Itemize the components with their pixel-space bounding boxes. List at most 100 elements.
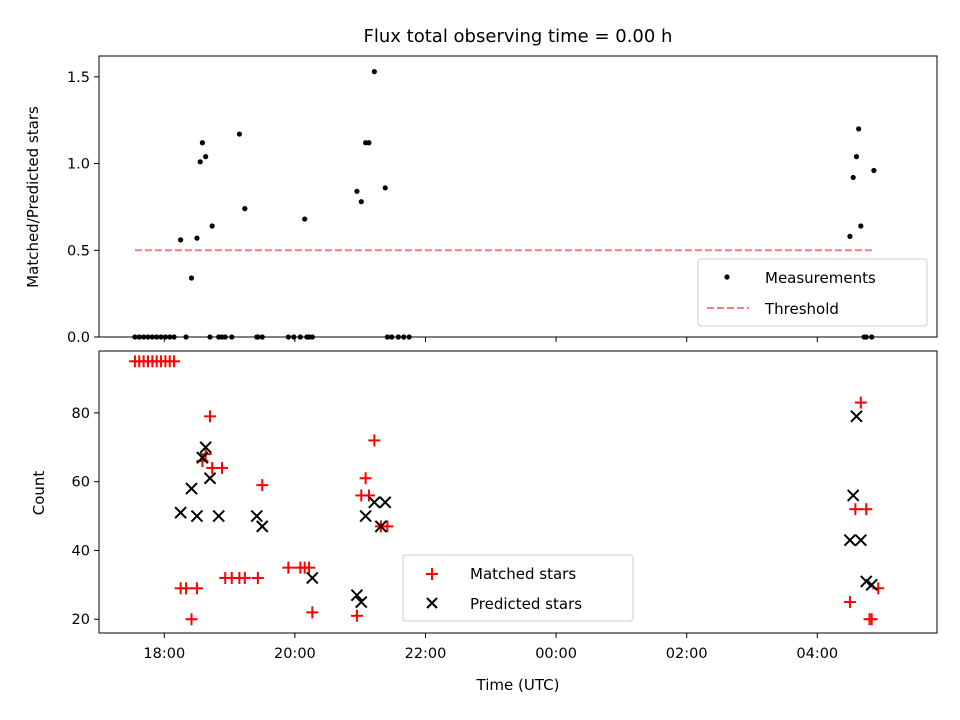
measurement-point xyxy=(162,334,168,340)
matched-star-point xyxy=(368,434,381,447)
top-y-tick-label: 1.0 xyxy=(67,157,90,173)
measurement-point xyxy=(358,199,364,205)
measurement-point xyxy=(149,334,155,340)
top-legend-box xyxy=(697,258,928,327)
bottom-y-ticks: 20 40 60 80 xyxy=(72,406,99,628)
measurement-point xyxy=(154,334,160,340)
predicted-star-point xyxy=(854,533,868,547)
measurement-point xyxy=(259,334,265,340)
matched-star-point xyxy=(282,561,295,574)
matched-star-point xyxy=(185,613,198,626)
measurement-point xyxy=(242,206,248,212)
predicted-star-point xyxy=(185,482,198,495)
matched-star-point xyxy=(350,609,363,622)
bottom-y-tick-label: 20 xyxy=(72,612,90,628)
predicted-star-point xyxy=(374,520,388,533)
predicted-star-point xyxy=(250,509,264,523)
matched-star-point xyxy=(306,606,319,619)
measurement-point xyxy=(207,334,213,340)
predicted-star-point xyxy=(190,509,204,523)
measurement-point xyxy=(183,334,189,340)
measurement-point xyxy=(302,216,308,222)
bottom-y-axis-label: Count xyxy=(30,471,48,516)
matched-star-point xyxy=(854,396,867,409)
measurement-point xyxy=(309,334,315,340)
chart-title: Flux total observing time = 0.00 h xyxy=(364,26,673,47)
predicted-star-point xyxy=(359,509,372,523)
measurement-point xyxy=(255,334,261,340)
measurement-point xyxy=(132,334,138,340)
measurement-point xyxy=(222,334,228,340)
predicted-star-point xyxy=(860,575,873,588)
top-y-tick-label: 0.0 xyxy=(67,330,90,346)
predicted-star-point xyxy=(368,496,381,509)
measurement-point xyxy=(406,334,412,340)
bottom-y-tick-label: 80 xyxy=(72,406,90,422)
measurement-point xyxy=(871,167,877,174)
measurement-point xyxy=(171,334,177,340)
matched-star-point xyxy=(256,479,269,492)
bottom-y-tick-label: 40 xyxy=(72,543,90,559)
matched-star-point xyxy=(180,582,193,595)
measurement-point xyxy=(291,334,297,340)
bottom-x-tick-label: 00:00 xyxy=(535,646,577,662)
measurement-point xyxy=(167,334,173,340)
legend-predicted-label: Predicted stars xyxy=(470,595,582,613)
bottom-x-axis-label: Time (UTC) xyxy=(476,676,560,694)
top-series-marks xyxy=(132,69,877,340)
top-y-axis-label: Matched/Predicted stars xyxy=(24,106,42,288)
measurement-point xyxy=(850,174,856,181)
predicted-star-point xyxy=(256,520,269,533)
bottom-x-tick-label: 20:00 xyxy=(274,646,316,662)
bottom-y-tick-label: 60 xyxy=(72,475,90,491)
bottom-x-tick-label: 02:00 xyxy=(666,646,708,662)
predicted-star-point xyxy=(850,410,863,423)
measurement-point xyxy=(853,154,860,160)
matched-star-point xyxy=(843,596,856,609)
matched-star-point xyxy=(362,489,375,502)
top-y-tick-label: 1.5 xyxy=(67,70,90,86)
matched-star-point xyxy=(238,571,251,584)
measurement-point xyxy=(384,334,391,340)
bottom-legend: Matched stars Predicted stars xyxy=(402,554,634,622)
measurement-point xyxy=(229,334,235,340)
predicted-star-point xyxy=(196,451,209,464)
top-legend: Measurements Threshold xyxy=(697,258,928,327)
measurement-point xyxy=(371,69,377,75)
measurement-point xyxy=(209,223,215,229)
bottom-legend-box xyxy=(402,554,634,622)
matched-star-point xyxy=(251,571,264,584)
bottom-x-tick-label: 18:00 xyxy=(143,646,185,662)
matched-star-point xyxy=(190,582,203,595)
predicted-star-point xyxy=(843,533,857,547)
measurement-point xyxy=(194,235,200,241)
measurement-point xyxy=(145,334,151,340)
measurement-point xyxy=(395,334,401,340)
predicted-star-point xyxy=(203,472,217,485)
top-y-tick-label: 0.5 xyxy=(67,243,90,259)
measurement-point xyxy=(197,159,203,165)
matched-star-point xyxy=(860,503,873,516)
measurement-point xyxy=(158,334,164,340)
bottom-plot-frame xyxy=(98,350,938,634)
matched-star-point xyxy=(381,520,394,533)
measurement-point xyxy=(188,275,195,281)
matched-star-point xyxy=(168,355,181,368)
legend-measurements-marker xyxy=(724,274,730,280)
bottom-x-tick-label: 22:00 xyxy=(405,646,447,662)
measurement-point xyxy=(136,334,142,340)
measurement-point xyxy=(354,188,360,194)
measurement-point xyxy=(389,334,395,340)
top-panel: 0.0 0.5 1.0 1.5 Matched/Predicted stars Mea… xyxy=(24,55,938,346)
bottom-series-marks xyxy=(128,355,885,626)
measurement-point xyxy=(297,334,303,340)
predicted-star-point xyxy=(199,441,212,454)
legend-threshold-label: Threshold xyxy=(764,300,839,318)
matched-star-point xyxy=(865,613,878,626)
measurement-point xyxy=(178,237,184,243)
predicted-star-point xyxy=(865,578,878,592)
measurement-point xyxy=(236,131,242,137)
measurement-point xyxy=(858,223,864,229)
measurement-point xyxy=(382,185,388,191)
